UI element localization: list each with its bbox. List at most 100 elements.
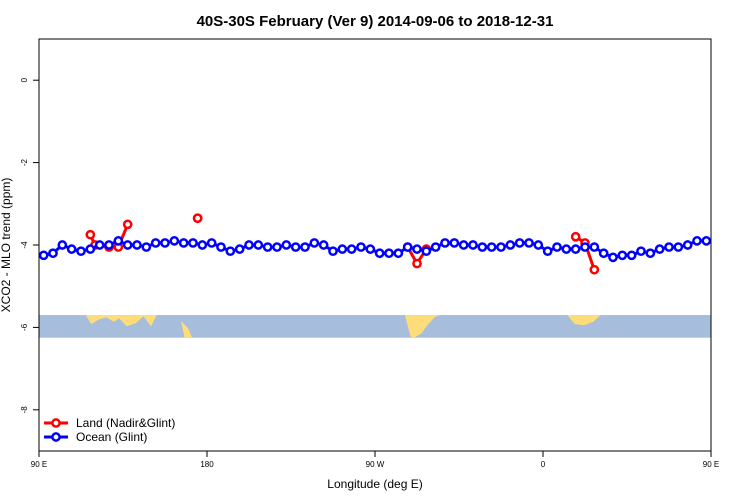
data-point bbox=[188, 238, 198, 248]
data-point bbox=[113, 236, 124, 246]
data-point bbox=[48, 248, 58, 259]
data-point bbox=[76, 246, 86, 257]
south-america-land bbox=[404, 315, 441, 338]
data-point bbox=[262, 242, 273, 252]
data-point bbox=[664, 242, 674, 252]
data-point bbox=[206, 238, 217, 248]
data-point bbox=[589, 264, 600, 275]
data-point bbox=[225, 246, 236, 257]
map-strip-land bbox=[85, 315, 601, 338]
data-point bbox=[169, 236, 180, 246]
x-tick-label: 180 bbox=[200, 460, 214, 469]
data-point bbox=[234, 244, 245, 254]
data-point bbox=[533, 240, 544, 250]
data-point bbox=[645, 248, 656, 259]
data-point bbox=[374, 248, 385, 259]
map-strip-ocean bbox=[39, 315, 711, 338]
data-point bbox=[328, 246, 338, 257]
x-tick-label: 0 bbox=[541, 460, 546, 469]
legend-label: Land (Nadir&Glint) bbox=[76, 416, 175, 430]
legend-marker bbox=[51, 418, 61, 428]
x-axis-label: Longitude (deg E) bbox=[327, 477, 422, 491]
data-point bbox=[393, 248, 404, 259]
data-point bbox=[449, 238, 460, 248]
data-point bbox=[598, 248, 609, 259]
data-point bbox=[384, 248, 394, 259]
data-point bbox=[402, 242, 413, 252]
x-axis: 90 E 180 90 W 0 90 E bbox=[31, 451, 719, 469]
data-point bbox=[570, 231, 581, 242]
data-point bbox=[430, 242, 441, 252]
y-tick-label: 0 bbox=[20, 77, 29, 82]
data-point bbox=[300, 242, 310, 252]
data-point bbox=[486, 242, 497, 252]
data-point bbox=[192, 213, 203, 224]
data-point bbox=[654, 244, 665, 254]
data-point bbox=[318, 240, 329, 250]
data-point bbox=[542, 246, 553, 257]
data-point bbox=[85, 244, 96, 254]
data-point bbox=[178, 238, 189, 248]
data-point bbox=[356, 242, 366, 252]
data-point bbox=[150, 238, 161, 248]
data-point bbox=[570, 244, 581, 254]
data-point bbox=[104, 240, 114, 250]
data-point bbox=[39, 250, 49, 261]
data-point bbox=[346, 244, 357, 254]
data-point bbox=[412, 244, 422, 254]
data-point bbox=[197, 240, 208, 250]
data-point bbox=[122, 219, 133, 230]
data-point bbox=[580, 242, 590, 252]
data-point bbox=[244, 240, 254, 250]
africa-land bbox=[567, 315, 601, 326]
data-point bbox=[253, 240, 264, 250]
data-point bbox=[636, 246, 646, 257]
data-point bbox=[608, 252, 618, 263]
data-point bbox=[561, 244, 572, 254]
data-point bbox=[589, 242, 600, 252]
data-point bbox=[468, 240, 478, 250]
data-point bbox=[281, 240, 292, 250]
data-point bbox=[552, 242, 562, 252]
data-point bbox=[160, 238, 170, 248]
data-point bbox=[365, 244, 376, 254]
legend-label: Ocean (Glint) bbox=[76, 430, 147, 444]
y-tick-label: -4 bbox=[20, 241, 29, 249]
y-tick-label: -2 bbox=[20, 158, 29, 166]
data-point bbox=[514, 238, 525, 248]
data-point bbox=[122, 240, 133, 250]
legend: Land (Nadir&Glint)Ocean (Glint) bbox=[44, 416, 175, 444]
data-point bbox=[66, 244, 77, 254]
y-axis: 0 -2 -4 -6 -8 bbox=[20, 77, 39, 413]
data-point bbox=[94, 240, 105, 250]
legend-marker bbox=[51, 432, 61, 442]
data-point bbox=[458, 240, 469, 250]
plot-area bbox=[39, 213, 711, 338]
data-point bbox=[505, 240, 516, 250]
data-point bbox=[692, 236, 702, 246]
data-point bbox=[440, 238, 450, 248]
x-tick-label: 90 E bbox=[703, 460, 719, 469]
y-tick-label: -8 bbox=[20, 406, 29, 414]
data-point bbox=[337, 244, 348, 254]
data-point bbox=[617, 250, 628, 261]
data-point bbox=[524, 238, 534, 248]
data-point bbox=[132, 240, 142, 250]
y-axis-label: XCO2 - MLO trend (ppm) bbox=[0, 178, 13, 313]
new-zealand-land bbox=[180, 320, 193, 338]
data-point bbox=[673, 242, 684, 252]
data-point bbox=[477, 242, 488, 252]
data-point bbox=[412, 258, 422, 269]
data-point bbox=[626, 250, 637, 261]
x-tick-label: 90 E bbox=[31, 460, 47, 469]
data-point bbox=[216, 242, 226, 252]
data-point bbox=[309, 238, 320, 248]
data-point bbox=[421, 246, 432, 257]
y-tick-label: -6 bbox=[20, 323, 29, 331]
data-point bbox=[496, 242, 506, 252]
data-point bbox=[701, 236, 711, 246]
chart-title: 40S-30S February (Ver 9) 2014-09-06 to 2… bbox=[197, 13, 554, 30]
australia-land bbox=[85, 315, 157, 327]
data-point bbox=[682, 240, 693, 250]
